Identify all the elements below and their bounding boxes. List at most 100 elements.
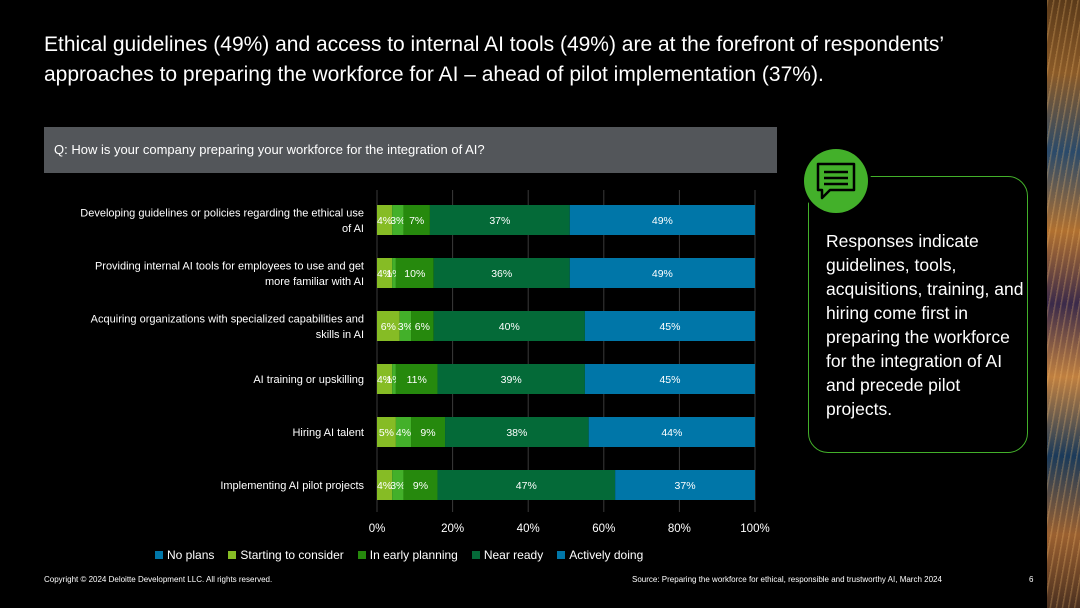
x-tick-label: 0% (369, 523, 386, 535)
legend-swatch (557, 551, 566, 559)
question-bar: Q: How is your company preparing your wo… (44, 127, 777, 173)
callout-box (808, 176, 1028, 453)
page-number: 6 (1029, 575, 1034, 584)
bar-segment (588, 417, 755, 447)
decorative-image-strip (1047, 0, 1080, 608)
bar-segment (395, 417, 412, 447)
legend-label: No plans (167, 548, 215, 562)
chart-legend: No plans Starting to consider In early pla… (155, 548, 657, 562)
data-label: 40% (499, 321, 520, 333)
category-label: Providing internal AI tools for employee… (95, 260, 364, 272)
legend-item: Starting to consider (228, 548, 344, 562)
data-label: 38% (506, 427, 527, 439)
data-label: 36% (491, 268, 512, 280)
x-tick-label: 80% (668, 523, 691, 535)
data-label: 11% (407, 374, 427, 386)
data-label: 44% (661, 427, 682, 439)
data-label: 4% (377, 374, 392, 386)
data-label: 6% (415, 321, 430, 333)
bar-segment (445, 417, 589, 447)
slide-title: Ethical guidelines (49%) and access to i… (44, 33, 944, 86)
bar-segment (569, 258, 755, 288)
legend-label: In early planning (369, 548, 458, 562)
bar-segment (395, 364, 438, 394)
data-label: 45% (659, 374, 680, 386)
category-label: Acquiring organizations with specialized… (91, 313, 364, 325)
bar-segment (377, 417, 396, 447)
data-label: 6% (381, 321, 396, 333)
bar-segment (433, 311, 585, 341)
data-label: 37% (489, 215, 510, 227)
source-text: Source: Preparing the workforce for ethi… (632, 575, 942, 584)
bar-segment (377, 364, 393, 394)
bar-segment (392, 364, 396, 394)
data-label: 10% (404, 268, 425, 280)
data-label: 4% (377, 268, 392, 280)
legend-label: Starting to consider (240, 548, 344, 562)
bar-segment (584, 311, 755, 341)
legend-item: No plans (155, 548, 214, 562)
bar-segment (411, 417, 446, 447)
copyright-text: Copyright © 2024 Deloitte Development LL… (44, 575, 273, 584)
bar-segment (615, 470, 755, 500)
bar-segment (395, 258, 434, 288)
bar-segment (377, 205, 393, 235)
x-tick-label: 100% (740, 523, 769, 535)
question-text: Q: How is your company preparing your wo… (54, 142, 485, 157)
data-label: 47% (516, 480, 537, 492)
bar-segment (411, 311, 434, 341)
bar-segment (377, 258, 393, 288)
chat-icon (816, 162, 856, 200)
bar-segment (392, 470, 404, 500)
chat-icon-circle (804, 149, 868, 213)
bar-segment (437, 470, 616, 500)
legend-swatch (155, 551, 163, 559)
legend-item: In early planning (357, 548, 458, 562)
category-label: skills in AI (316, 329, 364, 341)
category-label: AI training or upskilling (253, 374, 364, 386)
data-label: 45% (659, 321, 680, 333)
legend-swatch (471, 551, 480, 559)
bar-segment (399, 311, 412, 341)
callout-text: Responses indicate guidelines, tools, ac… (826, 231, 1024, 419)
bar-segment (392, 258, 396, 288)
legend-item: Near ready (471, 548, 544, 562)
x-tick-label: 40% (517, 523, 540, 535)
x-tick-label: 20% (441, 523, 464, 535)
legend-swatch (228, 551, 237, 559)
decorative-image-texture (1047, 0, 1080, 608)
data-label: 3% (398, 321, 413, 333)
bar-segment (377, 470, 393, 500)
category-label: Hiring AI talent (292, 427, 364, 439)
bar-segment (403, 470, 438, 500)
data-label: 3% (390, 480, 405, 492)
data-label: 37% (675, 480, 696, 492)
legend-label: Actively doing (569, 548, 644, 562)
bar-segment (403, 205, 430, 235)
data-label: 9% (420, 427, 435, 439)
data-label: 39% (501, 374, 522, 386)
data-label: 9% (413, 480, 428, 492)
data-label: 49% (652, 268, 673, 280)
bar-segment (437, 364, 585, 394)
data-label: 4% (396, 427, 411, 439)
legend-swatch (357, 551, 366, 559)
bar-segment (392, 205, 404, 235)
data-label: 7% (409, 215, 424, 227)
data-label: 4% (377, 215, 392, 227)
bar-segment (569, 205, 755, 235)
category-label: of AI (342, 223, 364, 235)
data-label: 3% (390, 215, 405, 227)
bar-segment (377, 311, 400, 341)
bar-segment (584, 364, 755, 394)
bar-segment (429, 205, 570, 235)
legend-item: Actively doing (557, 548, 643, 562)
category-label: more familiar with AI (265, 276, 364, 288)
x-tick-label: 60% (592, 523, 615, 535)
data-label: 49% (652, 215, 673, 227)
data-label: 4% (377, 480, 392, 492)
category-label: Developing guidelines or policies regard… (80, 207, 364, 219)
category-label: Implementing AI pilot projects (220, 480, 364, 492)
legend-label: Near ready (483, 548, 544, 562)
